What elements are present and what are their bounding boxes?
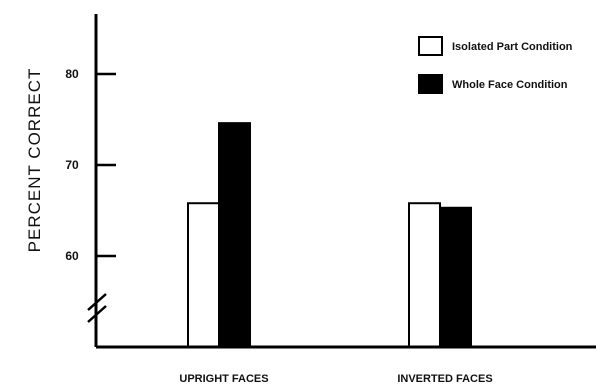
legend-swatch	[418, 36, 443, 56]
y-axis-title: PERCENT CORRECT	[25, 68, 44, 253]
y-tick-label: 80	[65, 67, 79, 81]
bar	[439, 206, 472, 348]
legend-label: Whole Face Condition	[452, 79, 568, 91]
y-tick-label: 60	[65, 249, 79, 263]
axis-break-mark	[87, 293, 107, 311]
bar	[187, 202, 220, 348]
y-ticks: 60 70 80	[65, 67, 116, 263]
axes	[87, 14, 596, 349]
y-tick-label: 70	[65, 158, 79, 172]
bar	[218, 122, 251, 348]
bar	[408, 202, 441, 348]
legend-label: Isolated Part Condition	[452, 41, 573, 53]
legend: Isolated Part Condition Whole Face Condit…	[418, 36, 573, 94]
x-category-label: INVERTED FACES	[397, 373, 492, 385]
category-labels: UPRIGHT FACES INVERTED FACES	[179, 373, 492, 385]
x-category-label: UPRIGHT FACES	[179, 373, 268, 385]
legend-swatch	[418, 74, 443, 94]
axis-break-mark	[87, 305, 107, 323]
bars	[187, 122, 472, 348]
